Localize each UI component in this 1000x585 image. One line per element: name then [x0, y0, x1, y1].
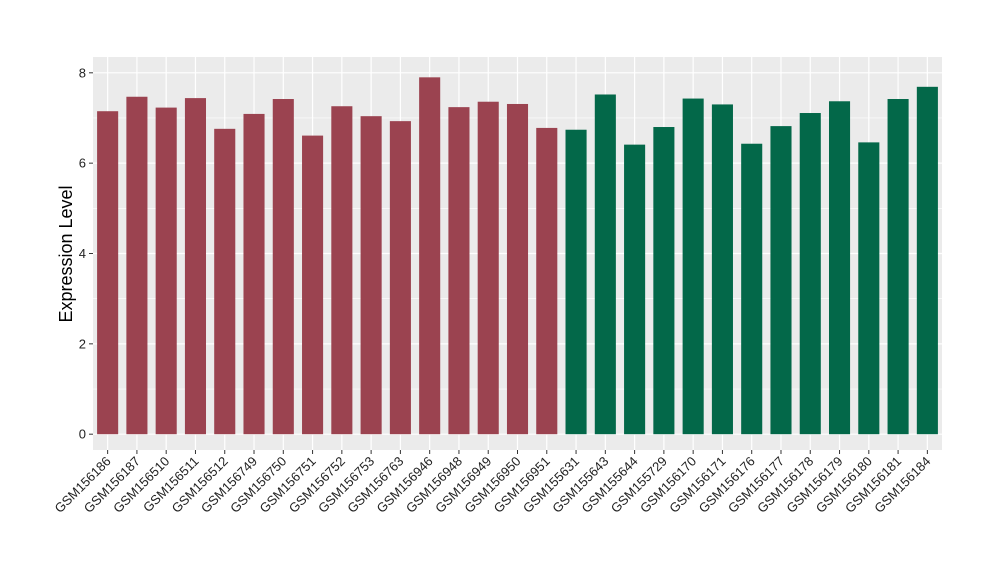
- bar-GSM156946: [419, 77, 441, 435]
- bar-GSM156180: [858, 142, 880, 435]
- y-tick-label: 6: [79, 156, 86, 171]
- bar-GSM155643: [594, 94, 616, 435]
- y-tick-label: 8: [79, 65, 86, 80]
- y-tick-label: 2: [79, 336, 86, 351]
- y-axis-label: Expression Level: [56, 185, 76, 322]
- y-tick-label: 0: [79, 427, 86, 442]
- bar-GSM156184: [916, 86, 938, 435]
- bar-GSM155729: [653, 127, 675, 435]
- bar-GSM156179: [828, 101, 851, 435]
- bar-GSM156177: [770, 126, 792, 435]
- bar-GSM156749: [243, 113, 265, 435]
- bar-GSM156170: [682, 98, 704, 435]
- bar-GSM156948: [448, 107, 470, 435]
- bar-GSM156763: [389, 121, 411, 435]
- y-tick-label: 4: [79, 246, 86, 261]
- bar-GSM156750: [272, 99, 294, 435]
- bar-GSM156510: [155, 107, 177, 435]
- y-axis: 0 2 4 6 8: [79, 65, 93, 442]
- bar-GSM156512: [214, 128, 236, 435]
- bar-GSM156511: [184, 98, 207, 435]
- bar-GSM156178: [799, 113, 821, 435]
- bars: [97, 77, 938, 435]
- bar-GSM156951: [536, 127, 558, 435]
- bar-GSM156949: [477, 101, 499, 435]
- x-axis: GSM156186GSM156187GSM156510GSM156511GSM1…: [52, 450, 933, 516]
- bar-GSM156186: [97, 111, 119, 435]
- bar-GSM155644: [624, 144, 646, 435]
- bar-GSM156176: [741, 143, 763, 435]
- bar-GSM156753: [360, 116, 382, 435]
- bar-GSM156181: [887, 99, 909, 435]
- bar-GSM156171: [711, 104, 733, 435]
- bar-GSM156187: [126, 96, 148, 435]
- bar-GSM156950: [506, 103, 529, 435]
- bar-GSM156751: [302, 135, 324, 435]
- bar-GSM156752: [331, 106, 353, 435]
- bar-GSM155631: [565, 129, 587, 435]
